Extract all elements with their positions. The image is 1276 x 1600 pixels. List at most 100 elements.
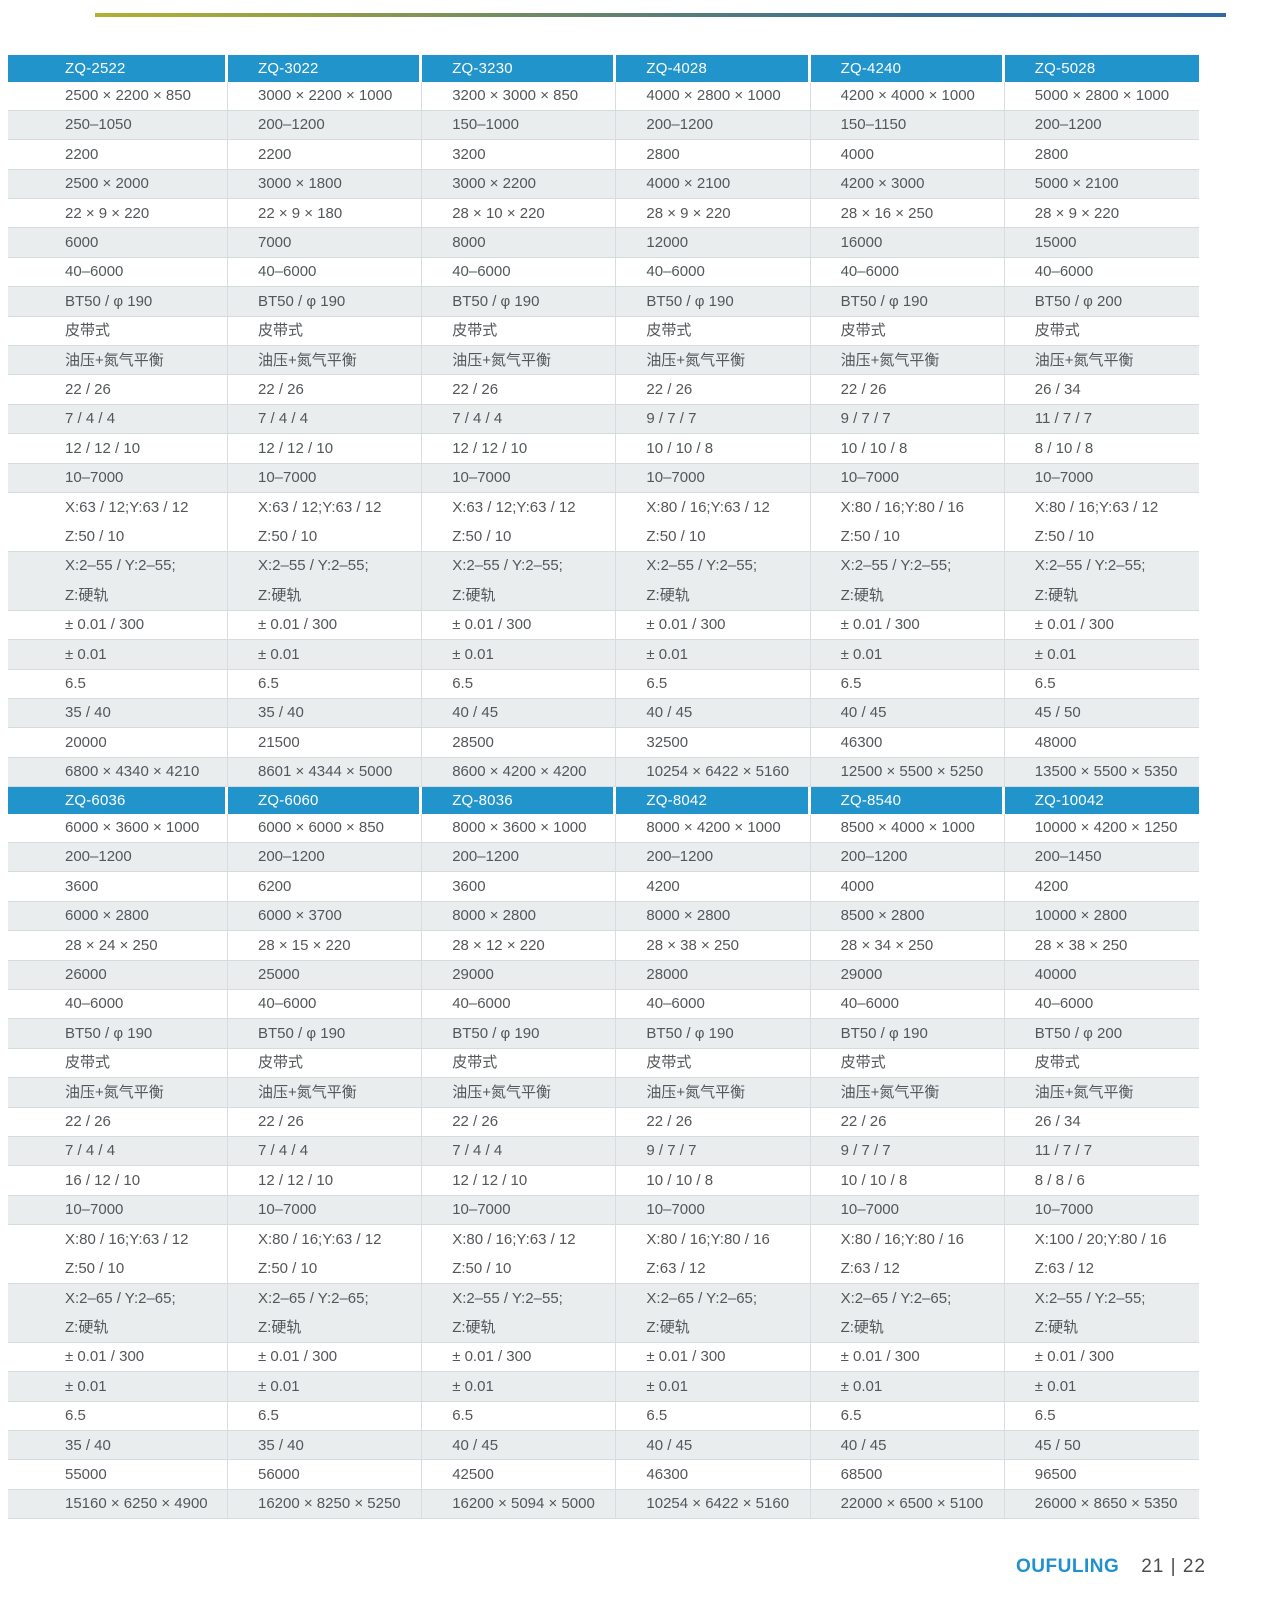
spec-value-cell: 皮带式 <box>616 1048 811 1078</box>
spec-value-cell: 6.5 <box>422 669 617 698</box>
spec-value-cell: ± 0.01 / 300 <box>1034 1348 1114 1366</box>
model-name-header: ZQ-6036 <box>8 787 228 814</box>
spec-value-cell: ± 0.01 <box>811 1372 1005 1401</box>
spec-value-cell: 10–7000 <box>616 1195 811 1225</box>
spec-value-cell: 10–7000 <box>1034 469 1094 487</box>
spec-value-cell: 40–6000 <box>422 257 617 287</box>
spec-value-cell: 40–6000 <box>228 989 423 1019</box>
spec-value-cell: X:2–55 / Y:2–55; Z:硬轨 <box>616 551 811 610</box>
model-header-row: ZQ-6036 ZQ-6060 ZQ-8036 ZQ-8042 ZQ-8540 ZQ-10… <box>8 787 1199 814</box>
spec-value-cell: 6.5 <box>228 669 423 698</box>
spec-value-cell: 22 × 9 × 220 <box>8 199 228 228</box>
spec-value-cell: 6000 × 3700 <box>228 901 423 931</box>
spec-row: X:80 / 16;Y:63 / 12 Z:50 / 10 X:80 / 16;Y… <box>8 1225 1199 1284</box>
spec-value-cell: 6000 × 6000 × 850 <box>228 813 423 842</box>
spec-value-cell: ± 0.01 / 300 <box>616 610 811 640</box>
spec-value-cell: 22000 × 6500 × 5100 <box>811 1489 1005 1519</box>
spec-value-cell: 9 / 7 / 7 <box>616 1136 811 1166</box>
spec-row: 26000 25000 29000 28000 29000 40000 <box>8 960 1199 990</box>
spec-value-cell: 40 / 45 <box>811 1431 1005 1460</box>
spec-value-cell: ± 0.01 / 300 <box>422 610 617 640</box>
spec-value-cell: 6000 × 2800 <box>8 901 228 931</box>
spec-value-cell: 皮带式 <box>8 1048 228 1078</box>
spec-row: 35 / 40 35 / 40 40 / 45 40 / 45 40 / 45 45 / … <box>8 698 1199 729</box>
spec-value-cell: 10–7000 <box>422 1195 617 1225</box>
spec-value-cell: 9 / 7 / 7 <box>616 404 811 434</box>
spec-value-cell: 40–6000 <box>1034 263 1094 281</box>
spec-value-cell: 28 × 10 × 220 <box>422 199 617 228</box>
spec-value-cell: ± 0.01 / 300 <box>228 1342 423 1372</box>
spec-row: 6000 × 2800 6000 × 3700 8000 × 2800 8000 × … <box>8 901 1199 932</box>
model-name-header: ZQ-10042 <box>1004 787 1199 814</box>
spec-value-cell: 22 × 9 × 180 <box>228 199 423 228</box>
spec-value-cell: 4000 <box>811 872 1005 901</box>
spec-value-cell: 200–1200 <box>616 110 811 140</box>
spec-value-cell: ± 0.01 / 300 <box>8 610 228 640</box>
spec-value-cell: 13500 × 5500 × 5350 <box>1034 763 1178 781</box>
spec-value-cell: 12 / 12 / 10 <box>228 1166 423 1195</box>
spec-value-cell: 6800 × 4340 × 4210 <box>8 757 228 787</box>
spec-value-cell: 8000 × 2800 <box>422 901 617 931</box>
spec-value-cell: ± 0.01 / 300 <box>228 610 423 640</box>
spec-value-cell: 200–1200 <box>1034 116 1102 134</box>
spec-value-cell: 28 × 38 × 250 <box>616 931 811 960</box>
spec-value-cell: 10000 × 2800 <box>1034 907 1127 925</box>
spec-row: 6800 × 4340 × 4210 8601 × 4344 × 5000 8600… <box>8 757 1199 788</box>
spec-value-cell: 6.5 <box>8 669 228 698</box>
spec-value-cell: 96500 <box>1034 1465 1077 1483</box>
spec-value-cell: 12 / 12 / 10 <box>422 1166 617 1195</box>
model-name-header: ZQ-3230 <box>422 55 617 82</box>
spec-value-cell: 4000 <box>811 140 1005 169</box>
spec-value-cell: ± 0.01 / 300 <box>8 1342 228 1372</box>
spec-row: 16 / 12 / 10 12 / 12 / 10 12 / 12 / 10 10 /… <box>8 1166 1199 1196</box>
spec-value-cell: 40–6000 <box>811 989 1005 1019</box>
spec-value-cell: 16000 <box>811 228 1005 257</box>
spec-value-cell: 16200 × 5094 × 5000 <box>422 1489 617 1519</box>
spec-value-cell: 40 / 45 <box>616 1431 811 1460</box>
spec-value-cell: 6000 × 3600 × 1000 <box>8 813 228 842</box>
spec-value-cell: 22 / 26 <box>811 1107 1005 1136</box>
spec-row: 22 / 26 22 / 26 22 / 26 22 / 26 22 / 26 26 / … <box>8 1107 1199 1137</box>
spec-value-cell: 6200 <box>228 872 423 901</box>
spec-value-cell: BT50 / φ 190 <box>422 1019 617 1048</box>
spec-value-cell: 7 / 4 / 4 <box>228 1136 423 1166</box>
spec-value-cell: 22 / 26 <box>422 1107 617 1136</box>
spec-value-cell: 10 / 10 / 8 <box>811 434 1005 463</box>
spec-value-cell: 28 × 15 × 220 <box>228 931 423 960</box>
spec-value-cell: 油压+氮气平衡 <box>8 346 228 375</box>
spec-value-cell: X:80 / 16;Y:63 / 12 Z:50 / 10 <box>616 492 811 551</box>
spec-row: 35 / 40 35 / 40 40 / 45 40 / 45 40 / 45 45 / … <box>8 1431 1199 1461</box>
spec-value-cell: BT50 / φ 190 <box>616 1019 811 1048</box>
spec-value-cell: X:63 / 12;Y:63 / 12 Z:50 / 10 <box>422 492 617 551</box>
spec-value-cell: X:63 / 12;Y:63 / 12 Z:50 / 10 <box>228 492 423 551</box>
spec-value-cell: 40 / 45 <box>422 698 617 728</box>
spec-value-cell: ± 0.01 <box>616 640 811 669</box>
spec-value-cell: 6.5 <box>811 1401 1005 1431</box>
spec-value-cell: 22 / 26 <box>616 1107 811 1136</box>
spec-value-cell: 3200 × 3000 × 850 <box>422 81 617 110</box>
spec-value-cell: 26 / 34 <box>1034 1113 1081 1130</box>
spec-value-cell: 28500 <box>422 728 617 757</box>
spec-value-cell: 200–1200 <box>228 842 423 872</box>
spec-row: ± 0.01 ± 0.01 ± 0.01 ± 0.01 ± 0.01 ± 0.01 <box>8 1372 1199 1402</box>
spec-value-cell: 28 × 9 × 220 <box>1034 204 1120 222</box>
spec-value-cell: 2500 × 2200 × 850 <box>8 81 228 110</box>
spec-row: 12 / 12 / 10 12 / 12 / 10 12 / 12 / 10 10 /… <box>8 434 1199 464</box>
spec-value-cell: ± 0.01 <box>422 1372 617 1401</box>
spec-value-cell: 3000 × 2200 × 1000 <box>228 81 423 110</box>
spec-value-cell: 7 / 4 / 4 <box>422 404 617 434</box>
spec-value-cell: 2500 × 2000 <box>8 169 228 199</box>
spec-value-cell: ± 0.01 <box>228 640 423 669</box>
spec-value-cell: X:2–55 / Y:2–55; Z:硬轨 <box>422 1283 617 1342</box>
spec-value-cell: 12000 <box>616 228 811 257</box>
spec-row: 6.5 6.5 6.5 6.5 6.5 6.5 <box>8 1401 1199 1432</box>
spec-value-cell: 29000 <box>422 960 617 989</box>
spec-value-cell: ± 0.01 / 300 <box>1034 616 1114 634</box>
top-gradient-rule <box>95 13 1226 17</box>
spec-value-cell: 12500 × 5500 × 5250 <box>811 757 1005 787</box>
spec-value-cell: 6.5 <box>228 1401 423 1431</box>
model-name-header: ZQ-8036 <box>422 787 617 814</box>
spec-value-cell: 2800 <box>1034 145 1069 163</box>
spec-value-cell: 26000 × 8650 × 5350 <box>1034 1495 1178 1513</box>
